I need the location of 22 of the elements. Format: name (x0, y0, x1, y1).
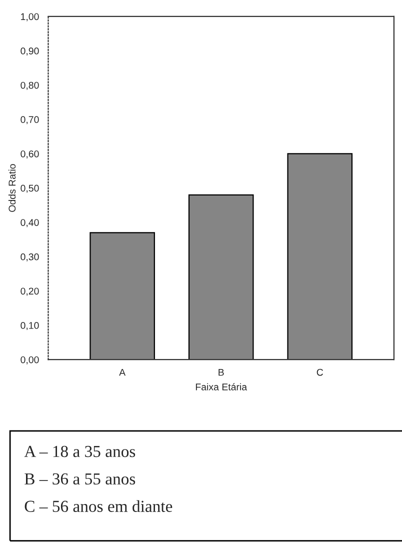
x-axis-title: Faixa Etária (196, 383, 248, 390)
y-tick-label: 0,80 (20, 82, 39, 90)
bar (90, 232, 155, 360)
bar (287, 153, 353, 360)
y-axis-title: Odds Ratio (8, 164, 16, 212)
bar (188, 194, 254, 360)
y-tick-label: 0,60 (20, 150, 39, 158)
text: B – 36 a 55 anos (24, 473, 136, 485)
x-tick-label: C (316, 368, 324, 376)
y-tick-label: 0,20 (20, 288, 39, 296)
y-tick-label: 0,10 (20, 322, 39, 330)
y-tick-label: 0,00 (20, 356, 39, 364)
x-tick-label: A (119, 368, 126, 376)
text: C – 56 anos em diante (24, 500, 172, 512)
y-tick-label: 0,30 (20, 253, 39, 262)
y-tick-label: 0,90 (20, 48, 39, 56)
y-tick-label: 0,70 (20, 116, 39, 124)
y-tick-label: 0,50 (20, 184, 39, 193)
text: A – 18 a 35 anos (24, 446, 136, 458)
x-tick-label: B (218, 368, 224, 376)
y-tick-label: 1,00 (21, 13, 39, 22)
y-tick-label: 0,40 (20, 219, 39, 228)
